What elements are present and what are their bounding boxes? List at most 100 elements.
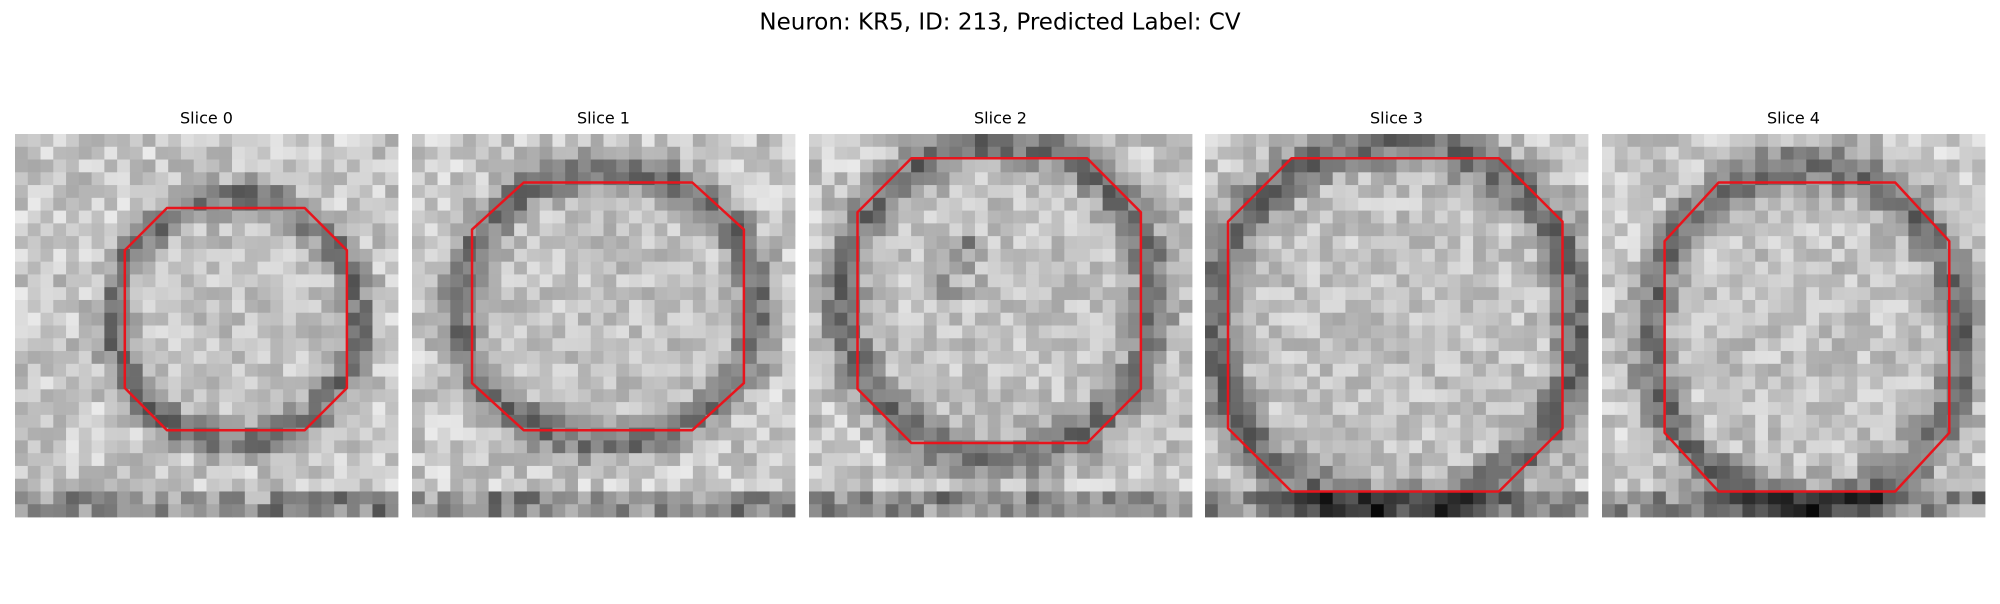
- pixel: [565, 287, 579, 301]
- pixel: [1205, 453, 1219, 467]
- pixel: [1102, 287, 1116, 301]
- pixel: [295, 223, 310, 237]
- pixel: [1345, 236, 1359, 250]
- pixel: [1870, 363, 1884, 377]
- pixel: [1153, 389, 1167, 403]
- pixel: [1946, 185, 1960, 199]
- pixel: [1933, 389, 1948, 403]
- pixel: [206, 134, 220, 148]
- pixel: [1498, 134, 1512, 148]
- pixel: [1409, 261, 1423, 275]
- pixel: [526, 134, 541, 148]
- pixel: [1844, 402, 1858, 416]
- pixel: [40, 197, 54, 211]
- pixel: [1602, 440, 1616, 454]
- pixel: [1281, 287, 1295, 301]
- pixel: [168, 414, 182, 429]
- pixel: [1895, 312, 1909, 326]
- pixel: [1780, 402, 1794, 416]
- pixel: [53, 491, 67, 505]
- pixel: [1332, 223, 1346, 237]
- pixel: [603, 248, 617, 263]
- pixel: [1575, 440, 1589, 454]
- pixel: [847, 504, 861, 518]
- pixel: [629, 146, 643, 160]
- pixel: [372, 248, 386, 263]
- pixel: [1434, 453, 1448, 467]
- pixel: [1602, 261, 1616, 275]
- pixel: [1524, 236, 1538, 250]
- pixel: [1691, 504, 1705, 518]
- pixel: [1562, 299, 1576, 314]
- pixel: [104, 146, 118, 160]
- pixel: [1806, 440, 1820, 454]
- pixel: [53, 402, 67, 416]
- pixel: [1946, 491, 1960, 505]
- pixel: [1013, 146, 1027, 160]
- pixel: [1921, 325, 1935, 339]
- pixel: [334, 504, 348, 518]
- pixel: [1217, 427, 1231, 441]
- pixel: [193, 223, 207, 237]
- pixel: [1640, 491, 1654, 505]
- pixel: [1422, 338, 1436, 352]
- pixel: [40, 146, 54, 160]
- pixel: [283, 159, 297, 173]
- pixel: [1627, 159, 1641, 173]
- pixel: [1742, 402, 1756, 416]
- pixel: [1921, 338, 1935, 352]
- pixel: [1294, 134, 1308, 148]
- pixel: [180, 185, 195, 199]
- pixel: [257, 440, 271, 454]
- pixel: [155, 197, 169, 211]
- pixel: [705, 491, 719, 505]
- pixel: [526, 389, 541, 403]
- pixel: [1370, 363, 1385, 377]
- pixel: [718, 402, 732, 416]
- pixel: [1140, 478, 1155, 492]
- pixel: [155, 134, 169, 148]
- pixel: [1307, 427, 1321, 441]
- pixel: [885, 146, 899, 160]
- pixel: [769, 363, 783, 377]
- pixel: [1026, 146, 1040, 160]
- pixel: [885, 427, 899, 441]
- pixel: [1575, 185, 1589, 199]
- pixel: [692, 261, 707, 275]
- pixel: [1256, 197, 1270, 211]
- pixel: [1447, 491, 1461, 505]
- pixel: [283, 491, 297, 505]
- pixel: [987, 414, 1001, 429]
- pixel: [1972, 248, 1986, 263]
- pixel: [488, 134, 502, 148]
- pixel: [142, 299, 156, 314]
- pixel: [1524, 134, 1538, 148]
- pixel: [1678, 197, 1692, 211]
- pixel: [565, 414, 579, 429]
- pixel: [834, 440, 848, 454]
- pixel: [142, 376, 156, 390]
- pixel: [809, 197, 823, 211]
- pixel: [629, 376, 643, 390]
- pixel: [1319, 172, 1334, 186]
- pixel: [450, 414, 464, 429]
- pixel: [168, 248, 182, 263]
- pixel: [590, 325, 604, 339]
- pixel: [1205, 312, 1219, 326]
- pixel: [1691, 146, 1705, 160]
- pixel: [616, 312, 630, 326]
- pixel: [1742, 453, 1756, 467]
- pixel: [117, 172, 131, 186]
- pixel: [1013, 363, 1027, 377]
- pixel: [346, 325, 361, 339]
- pixel: [1179, 504, 1193, 518]
- pixel: [641, 210, 655, 224]
- pixel: [308, 287, 322, 301]
- pixel: [1013, 504, 1027, 518]
- pixel: [346, 299, 361, 314]
- pixel: [1473, 210, 1487, 224]
- pixel: [412, 223, 426, 237]
- pixel: [308, 491, 322, 505]
- pixel: [1064, 287, 1078, 301]
- pixel: [860, 185, 874, 199]
